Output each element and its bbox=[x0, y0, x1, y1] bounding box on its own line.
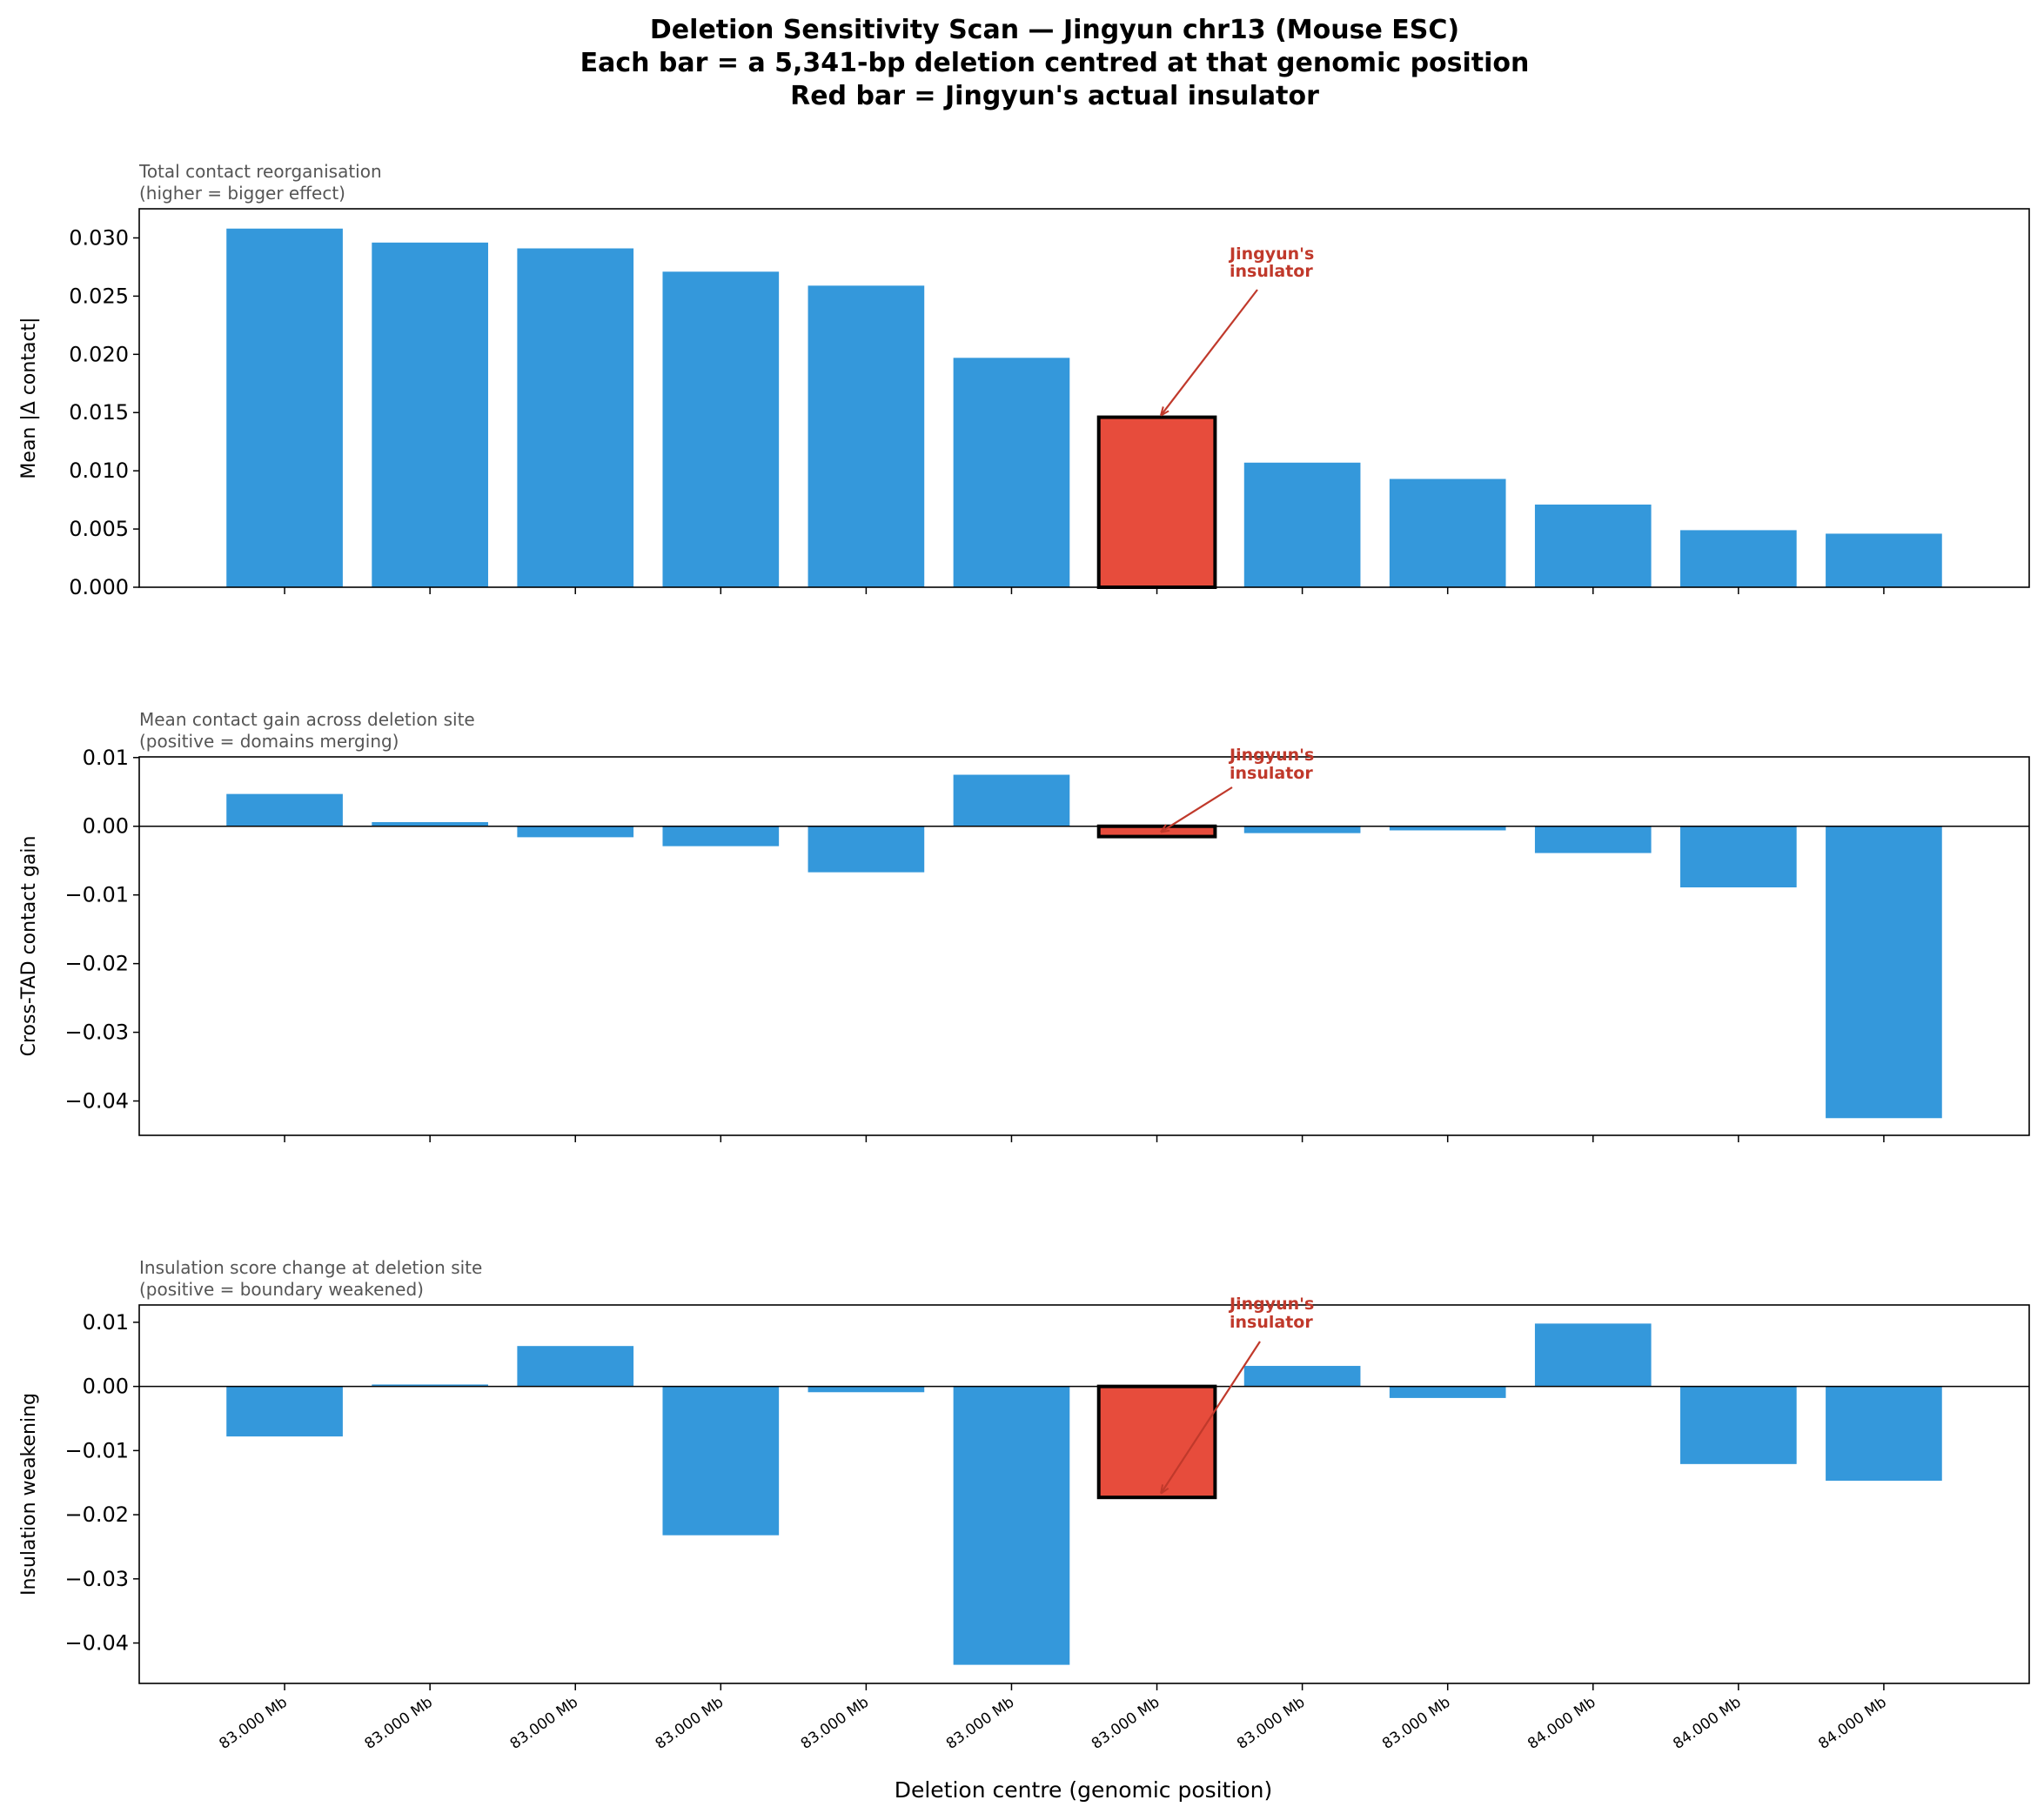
bar bbox=[1243, 826, 1361, 833]
annotation-text: insulator bbox=[1230, 262, 1313, 281]
annotation-text: Jingyun's bbox=[1228, 244, 1314, 264]
bar bbox=[808, 826, 925, 873]
bar bbox=[1534, 504, 1652, 587]
bar bbox=[517, 248, 634, 587]
bar bbox=[226, 228, 343, 587]
bar bbox=[953, 774, 1070, 826]
title-line-3: Red bar = Jingyun's actual insulator bbox=[790, 81, 1319, 111]
axes-frame bbox=[138, 756, 2030, 1136]
x-tick-label: 84.000 Mb bbox=[1525, 1694, 1598, 1753]
title-line-1: Deletion Sensitivity Scan — Jingyun chr1… bbox=[650, 15, 1459, 45]
x-tick-label: 83.000 Mb bbox=[1234, 1694, 1308, 1753]
y-tick-label: −0.03 bbox=[64, 1020, 129, 1045]
bar bbox=[1534, 1323, 1652, 1387]
x-tick-label: 83.000 Mb bbox=[1089, 1694, 1163, 1753]
y-tick-label: 0.01 bbox=[83, 746, 129, 770]
x-tick-label: 84.000 Mb bbox=[1815, 1694, 1889, 1753]
x-tick-label: 83.000 Mb bbox=[1379, 1694, 1453, 1753]
bar bbox=[1826, 1386, 1942, 1482]
y-tick-label: −0.01 bbox=[64, 1438, 129, 1462]
bar bbox=[226, 793, 343, 826]
bar bbox=[226, 1386, 343, 1437]
highlight-bar bbox=[1096, 824, 1217, 839]
bar bbox=[517, 826, 634, 838]
y-axis-label: Insulation weakening bbox=[18, 1393, 40, 1596]
panel-1: Total contact reorganisation(higher = bi… bbox=[18, 161, 2030, 599]
y-tick-label: −0.02 bbox=[64, 952, 129, 976]
panel-subtitle-line-1: Insulation score change at deletion site bbox=[139, 1257, 482, 1278]
bar bbox=[1243, 1366, 1361, 1387]
bar bbox=[808, 1386, 925, 1393]
bar bbox=[1680, 826, 1797, 887]
y-tick-label: −0.04 bbox=[64, 1089, 129, 1114]
bar bbox=[1389, 826, 1506, 831]
axes-frame bbox=[138, 208, 2030, 588]
title-line-2: Each bar = a 5,341-bp deletion centred a… bbox=[580, 48, 1530, 78]
y-tick-label: 0.030 bbox=[69, 225, 129, 250]
panel-subtitle-line-1: Total contact reorganisation bbox=[138, 161, 382, 182]
bar bbox=[1534, 826, 1652, 853]
x-tick-label: 83.000 Mb bbox=[798, 1694, 872, 1753]
bar bbox=[1389, 1386, 1506, 1398]
y-tick-label: −0.01 bbox=[64, 883, 129, 907]
annotation-arrow bbox=[1162, 289, 1258, 415]
y-tick-label: −0.02 bbox=[64, 1502, 129, 1527]
x-tick-label: 83.000 Mb bbox=[216, 1694, 290, 1753]
y-tick-label: 0.00 bbox=[83, 814, 129, 839]
x-tick-label: 83.000 Mb bbox=[943, 1694, 1017, 1753]
highlight-bar bbox=[1096, 1384, 1217, 1500]
bar bbox=[808, 285, 925, 587]
y-tick-label: −0.04 bbox=[64, 1631, 129, 1656]
figure-title: Deletion Sensitivity Scan — Jingyun chr1… bbox=[580, 15, 1530, 111]
y-axis-label: Cross-TAD contact gain bbox=[18, 836, 40, 1057]
y-tick-label: 0.010 bbox=[69, 458, 129, 483]
bar bbox=[372, 822, 488, 826]
bar bbox=[662, 826, 780, 846]
panel-subtitle-line-2: (positive = domains merging) bbox=[139, 731, 399, 752]
y-tick-label: 0.000 bbox=[69, 575, 129, 599]
annotation-arrow bbox=[1162, 1341, 1261, 1493]
x-tick-label: 83.000 Mb bbox=[507, 1694, 581, 1753]
panel-subtitle-line-2: (higher = bigger effect) bbox=[139, 183, 345, 204]
panel-subtitle-line-1: Mean contact gain across deletion site bbox=[139, 709, 475, 730]
bar bbox=[953, 358, 1070, 587]
annotation-text: Jingyun's bbox=[1228, 1295, 1314, 1314]
bar bbox=[1680, 1386, 1797, 1464]
y-tick-label: 0.015 bbox=[69, 400, 129, 425]
bar bbox=[662, 271, 780, 587]
bar bbox=[953, 1386, 1070, 1665]
axes-frame bbox=[138, 1304, 2030, 1684]
y-tick-label: 0.020 bbox=[69, 342, 129, 366]
bar bbox=[1826, 533, 1942, 587]
bar bbox=[372, 1384, 488, 1387]
panel-3: Insulation score change at deletion site… bbox=[18, 1257, 2030, 1753]
panel-subtitle-line-2: (positive = boundary weakened) bbox=[139, 1279, 424, 1300]
y-axis-label: Mean |Δ contact| bbox=[18, 317, 40, 478]
y-tick-label: 0.00 bbox=[83, 1375, 129, 1399]
highlight-bar bbox=[1096, 415, 1217, 590]
x-tick-label: 84.000 Mb bbox=[1670, 1694, 1744, 1753]
x-tick-label: 83.000 Mb bbox=[653, 1694, 727, 1753]
panel-2: Mean contact gain across deletion site(p… bbox=[18, 709, 2030, 1142]
bar bbox=[517, 1346, 634, 1387]
y-tick-label: 0.01 bbox=[83, 1310, 129, 1335]
bar bbox=[662, 1386, 780, 1536]
annotation-text: insulator bbox=[1230, 1313, 1313, 1332]
y-tick-label: −0.03 bbox=[64, 1567, 129, 1591]
bar bbox=[1680, 530, 1797, 587]
bar bbox=[1389, 478, 1506, 587]
bar bbox=[1826, 826, 1942, 1119]
x-tick-label: 83.000 Mb bbox=[362, 1694, 436, 1753]
bar bbox=[1243, 462, 1361, 587]
y-tick-label: 0.005 bbox=[69, 517, 129, 541]
annotation-arrow bbox=[1162, 786, 1233, 832]
y-tick-label: 0.025 bbox=[69, 284, 129, 308]
x-axis-label: Deletion centre (genomic position) bbox=[895, 1777, 1273, 1803]
annotation-text: insulator bbox=[1230, 764, 1313, 783]
bar bbox=[372, 242, 488, 587]
annotation-text: Jingyun's bbox=[1228, 746, 1314, 765]
